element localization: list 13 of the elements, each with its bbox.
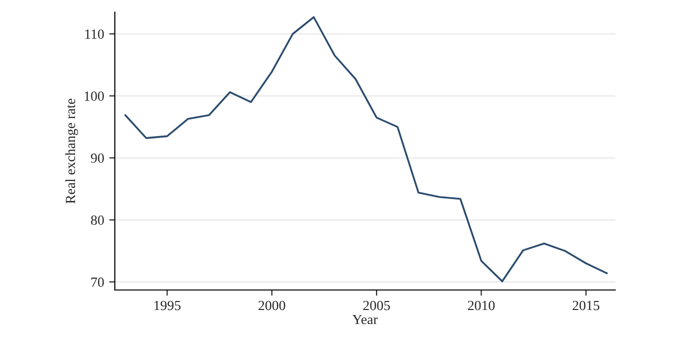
y-tick-label: 100 bbox=[84, 91, 104, 101]
x-tick-label: 2015 bbox=[572, 300, 600, 310]
x-tick-label: 2000 bbox=[258, 300, 286, 310]
x-tick-label: 2005 bbox=[363, 300, 390, 310]
y-tick-label: 80 bbox=[91, 216, 104, 225]
y-tick-label: 90 bbox=[90, 153, 104, 163]
y-tick-label: 110 bbox=[85, 29, 104, 39]
x-tick-label: 2010 bbox=[468, 300, 495, 310]
y-axis-title: Real exchange rate bbox=[65, 98, 78, 204]
x-axis-title: Year bbox=[352, 314, 378, 324]
x-tick-label: 1995 bbox=[154, 300, 180, 310]
line-series bbox=[124, 16, 608, 282]
y-tick-label: 70 bbox=[91, 278, 104, 287]
